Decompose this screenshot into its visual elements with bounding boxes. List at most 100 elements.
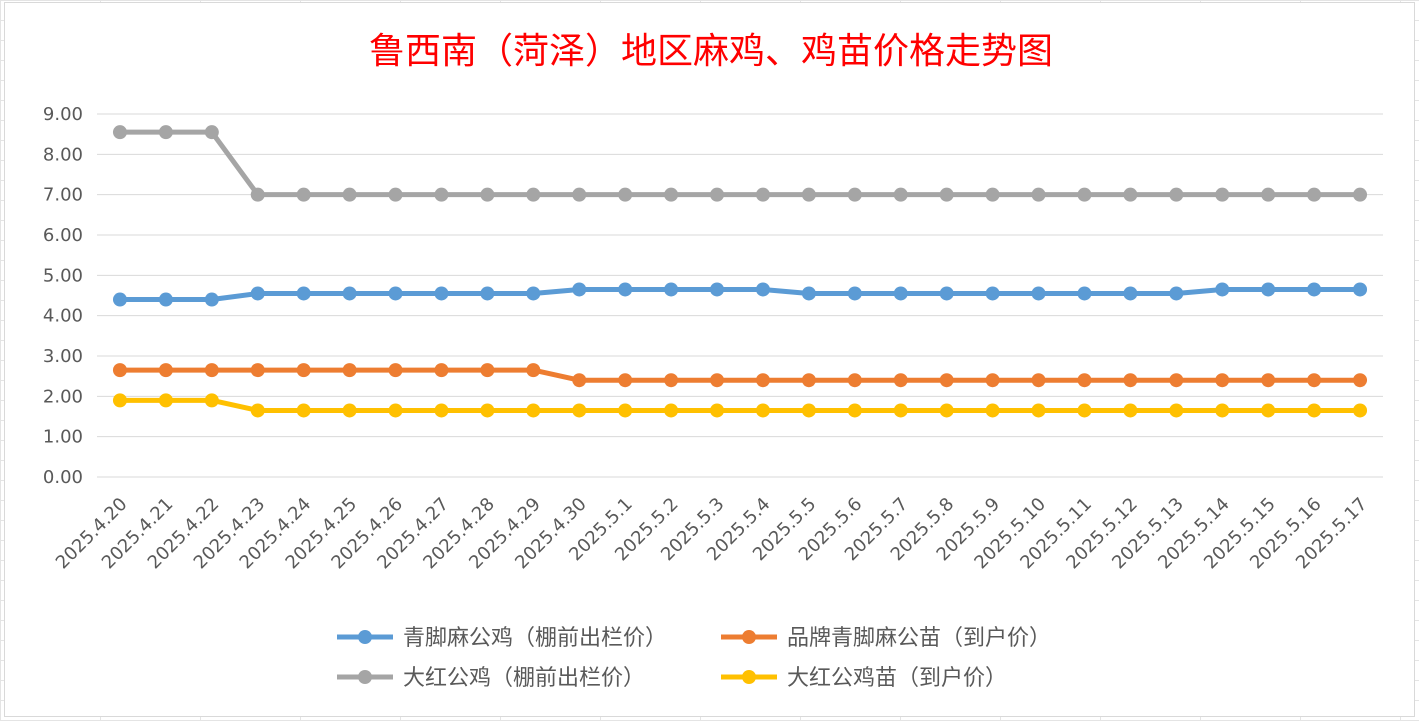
data-point — [1215, 373, 1230, 388]
y-axis-tick-labels: 0.00 1.00 2.00 3.00 4.00 5.00 6.00 7.00 8.00 9.00 — [43, 104, 83, 488]
data-point — [801, 403, 816, 418]
data-point — [893, 373, 908, 388]
data-point — [342, 286, 357, 301]
data-point — [847, 187, 862, 202]
y-tick-label: 6.00 — [43, 225, 83, 246]
data-point — [710, 282, 725, 297]
data-point — [1077, 373, 1092, 388]
data-point — [1077, 403, 1092, 418]
data-point — [1169, 286, 1184, 301]
data-point — [1353, 373, 1368, 388]
data-point — [480, 403, 495, 418]
data-point — [342, 187, 357, 202]
series-group — [112, 125, 1368, 202]
y-tick-label: 7.00 — [43, 185, 83, 206]
series-group — [112, 363, 1368, 388]
legend-label: 青脚麻公鸡（棚前出栏价） — [403, 626, 667, 651]
data-point — [939, 403, 954, 418]
data-point — [664, 187, 679, 202]
data-point — [1169, 373, 1184, 388]
data-point — [1031, 373, 1046, 388]
y-tick-label: 8.00 — [43, 144, 83, 165]
data-point — [755, 282, 770, 297]
data-point — [1307, 403, 1322, 418]
data-point — [1215, 403, 1230, 418]
data-point — [296, 187, 311, 202]
data-point — [572, 282, 587, 297]
data-point — [755, 187, 770, 202]
data-point — [112, 292, 127, 307]
series-line — [119, 129, 1361, 198]
legend-marker — [358, 630, 372, 644]
data-point — [755, 373, 770, 388]
legend-label: 品牌青脚麻公苗（到户价） — [787, 626, 1051, 651]
chart-title: 鲁西南（菏泽）地区麻鸡、鸡苗价格走势图 — [369, 31, 1053, 72]
data-point — [801, 373, 816, 388]
data-point — [388, 403, 403, 418]
data-point — [1169, 187, 1184, 202]
data-point — [985, 403, 1000, 418]
legend-item: 青脚麻公鸡（棚前出栏价） — [337, 626, 667, 651]
data-point — [939, 187, 954, 202]
data-point — [1353, 403, 1368, 418]
y-tick-label: 3.00 — [43, 346, 83, 367]
data-point — [388, 187, 403, 202]
data-point — [801, 286, 816, 301]
data-point — [434, 363, 449, 378]
y-tick-label: 9.00 — [43, 104, 83, 125]
data-point — [1031, 187, 1046, 202]
data-point — [296, 363, 311, 378]
data-point — [1123, 286, 1138, 301]
data-point — [618, 373, 633, 388]
data-point — [1031, 403, 1046, 418]
y-tick-label: 2.00 — [43, 386, 83, 407]
data-point — [1077, 286, 1092, 301]
legend-item: 大红公鸡苗（到户价） — [721, 666, 1007, 691]
data-point — [434, 187, 449, 202]
data-point — [526, 403, 541, 418]
data-point — [388, 286, 403, 301]
data-point — [710, 403, 725, 418]
data-point — [296, 286, 311, 301]
data-point — [434, 403, 449, 418]
data-point — [112, 125, 127, 140]
series-lines — [112, 125, 1368, 418]
legend: 青脚麻公鸡（棚前出栏价） 品牌青脚麻公苗（到户价） 大红公鸡（棚前出栏价） 大红公鸡苗… — [337, 626, 1051, 691]
legend-item: 品牌青脚麻公苗（到户价） — [721, 626, 1051, 651]
data-point — [664, 373, 679, 388]
data-point — [112, 363, 127, 378]
data-point — [250, 403, 265, 418]
data-point — [893, 403, 908, 418]
series-group — [112, 393, 1368, 418]
data-point — [158, 125, 173, 140]
data-point — [1307, 282, 1322, 297]
series-line — [119, 286, 1361, 303]
data-point — [434, 286, 449, 301]
data-point — [480, 363, 495, 378]
data-point — [939, 373, 954, 388]
data-point — [1261, 403, 1276, 418]
data-point — [342, 363, 357, 378]
data-point — [526, 363, 541, 378]
chart-area[interactable]: 鲁西南（菏泽）地区麻鸡、鸡苗价格走势图 0.00 1.00 2.00 3.00 4.00… — [4, 2, 1415, 717]
data-point — [526, 286, 541, 301]
data-point — [342, 403, 357, 418]
data-point — [664, 282, 679, 297]
data-point — [204, 363, 219, 378]
data-point — [204, 125, 219, 140]
data-point — [847, 403, 862, 418]
data-point — [250, 363, 265, 378]
data-point — [710, 187, 725, 202]
data-point — [985, 187, 1000, 202]
data-point — [985, 286, 1000, 301]
data-point — [572, 187, 587, 202]
data-point — [158, 292, 173, 307]
series-group — [112, 282, 1368, 307]
data-point — [847, 286, 862, 301]
data-point — [572, 373, 587, 388]
data-point — [250, 286, 265, 301]
legend-marker — [742, 630, 756, 644]
data-point — [618, 403, 633, 418]
y-tick-label: 1.00 — [43, 427, 83, 448]
data-point — [1215, 282, 1230, 297]
